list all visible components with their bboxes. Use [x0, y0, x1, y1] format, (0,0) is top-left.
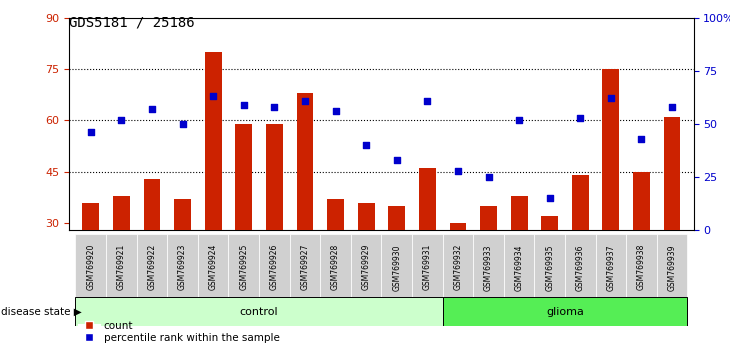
Bar	[228, 234, 259, 301]
Point	[177, 121, 188, 127]
Point	[146, 106, 158, 112]
Bar	[113, 196, 130, 230]
Bar	[504, 234, 534, 301]
Text: GSM769924: GSM769924	[209, 244, 218, 291]
Point	[575, 115, 586, 120]
Point	[452, 168, 464, 173]
Bar	[174, 199, 191, 230]
Bar	[75, 297, 442, 326]
Point	[636, 136, 648, 142]
Bar	[204, 52, 222, 230]
Text: GSM769920: GSM769920	[86, 244, 96, 291]
Bar	[602, 69, 619, 230]
Bar	[381, 234, 412, 301]
Bar	[473, 234, 504, 301]
Bar	[351, 234, 381, 301]
Text: GSM769933: GSM769933	[484, 244, 493, 291]
Bar	[565, 234, 596, 301]
Bar	[480, 206, 497, 230]
Point	[605, 96, 617, 101]
Bar	[626, 234, 657, 301]
Text: GSM769938: GSM769938	[637, 244, 646, 291]
Text: GSM769926: GSM769926	[270, 244, 279, 291]
Text: GSM769922: GSM769922	[147, 244, 156, 290]
Bar	[534, 234, 565, 301]
Text: GSM769927: GSM769927	[301, 244, 310, 291]
Bar	[442, 234, 473, 301]
Text: GSM769937: GSM769937	[607, 244, 615, 291]
Point	[269, 104, 280, 110]
Text: GSM769934: GSM769934	[515, 244, 523, 291]
Bar	[82, 203, 99, 230]
Text: control: control	[239, 307, 278, 316]
Text: GSM769921: GSM769921	[117, 244, 126, 290]
Text: GSM769929: GSM769929	[361, 244, 371, 291]
Bar	[388, 206, 405, 230]
Text: GSM769932: GSM769932	[453, 244, 462, 291]
Point	[391, 157, 402, 163]
Bar	[419, 169, 436, 230]
Point	[207, 93, 219, 99]
Point	[85, 130, 96, 135]
Bar	[106, 234, 137, 301]
Text: GSM769931: GSM769931	[423, 244, 432, 291]
Point	[299, 98, 311, 103]
Text: GDS5181 / 25186: GDS5181 / 25186	[69, 16, 195, 30]
Bar	[198, 234, 228, 301]
Text: GSM769928: GSM769928	[331, 244, 340, 290]
Text: GSM769936: GSM769936	[576, 244, 585, 291]
Point	[513, 117, 525, 122]
Text: GSM769935: GSM769935	[545, 244, 554, 291]
Bar	[259, 234, 290, 301]
Point	[544, 195, 556, 201]
Point	[483, 174, 494, 180]
Bar	[137, 234, 167, 301]
Bar	[572, 175, 588, 230]
Bar	[144, 179, 161, 230]
Bar	[511, 196, 528, 230]
Point	[238, 102, 250, 108]
Text: GSM769939: GSM769939	[667, 244, 677, 291]
Text: GSM769930: GSM769930	[392, 244, 402, 291]
Bar	[633, 172, 650, 230]
Point	[115, 117, 127, 122]
Bar	[664, 117, 680, 230]
Bar	[657, 234, 688, 301]
Bar	[327, 199, 344, 230]
Bar	[75, 234, 106, 301]
Bar	[320, 234, 351, 301]
Bar	[442, 297, 688, 326]
Text: disease state ▶: disease state ▶	[1, 307, 82, 316]
Bar	[235, 124, 252, 230]
Point	[361, 142, 372, 148]
Point	[421, 98, 433, 103]
Bar	[412, 234, 442, 301]
Bar	[290, 234, 320, 301]
Bar	[296, 93, 313, 230]
Bar	[450, 223, 466, 230]
Point	[330, 108, 342, 114]
Bar	[167, 234, 198, 301]
Legend: count, percentile rank within the sample: count, percentile rank within the sample	[74, 316, 284, 347]
Text: glioma: glioma	[546, 307, 584, 316]
Bar	[541, 216, 558, 230]
Text: GSM769925: GSM769925	[239, 244, 248, 291]
Bar	[266, 124, 283, 230]
Bar	[358, 203, 374, 230]
Text: GSM769923: GSM769923	[178, 244, 187, 291]
Bar	[596, 234, 626, 301]
Point	[666, 104, 678, 110]
